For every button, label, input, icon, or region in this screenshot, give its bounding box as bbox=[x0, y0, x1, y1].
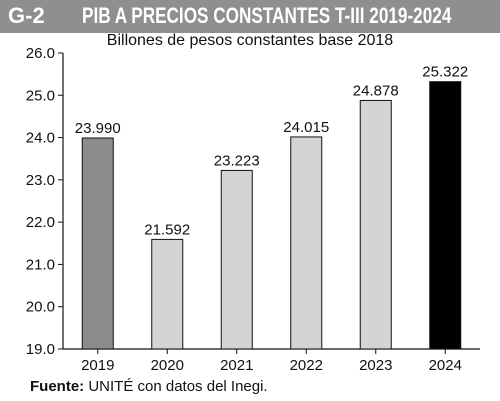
bar-2022 bbox=[290, 136, 323, 350]
bar-2021 bbox=[220, 169, 253, 350]
y-tick-label: 22.0 bbox=[26, 214, 55, 231]
source-label: Fuente: bbox=[30, 378, 85, 395]
x-tick-label: 2020 bbox=[151, 357, 184, 374]
x-tick-label: 2021 bbox=[220, 357, 253, 374]
header-band: G-2 PIB A PRECIOS CONSTANTES T-III 2019-… bbox=[0, 0, 500, 33]
x-tick-label: 2022 bbox=[290, 357, 323, 374]
bar-2023 bbox=[359, 99, 392, 350]
y-tick-label: 25.0 bbox=[26, 87, 55, 104]
y-tick-label: 24.0 bbox=[26, 130, 55, 147]
bar-value-label: 23.990 bbox=[75, 120, 121, 137]
x-tick-label: 2019 bbox=[81, 357, 114, 374]
bar-2024 bbox=[429, 81, 462, 350]
source-text: UNITÉ con datos del Inegi. bbox=[84, 378, 268, 395]
y-tick-label: 26.0 bbox=[26, 45, 55, 62]
bar-value-label: 23.223 bbox=[214, 152, 260, 169]
y-tick-label: 20.0 bbox=[26, 299, 55, 316]
bar-2020 bbox=[151, 238, 184, 350]
source-note: Fuente: UNITÉ con datos del Inegi. bbox=[30, 378, 268, 395]
bar-value-label: 21.592 bbox=[144, 221, 190, 238]
chart-title: PIB A PRECIOS CONSTANTES T-III 2019-2024 bbox=[82, 3, 452, 28]
y-tick-label: 23.0 bbox=[26, 172, 55, 189]
bar-value-label: 24.015 bbox=[283, 119, 329, 136]
chart-number: G-2 bbox=[8, 3, 45, 28]
y-tick-label: 21.0 bbox=[26, 256, 55, 273]
bar-value-label: 24.878 bbox=[353, 82, 399, 99]
x-tick-label: 2023 bbox=[359, 357, 392, 374]
x-tick-label: 2024 bbox=[429, 357, 462, 374]
bar-2019 bbox=[81, 137, 114, 350]
chart-subtitle: Billones de pesos constantes base 2018 bbox=[106, 32, 394, 49]
y-tick-label: 19.0 bbox=[26, 341, 55, 358]
bar-value-label: 25.322 bbox=[422, 64, 468, 81]
